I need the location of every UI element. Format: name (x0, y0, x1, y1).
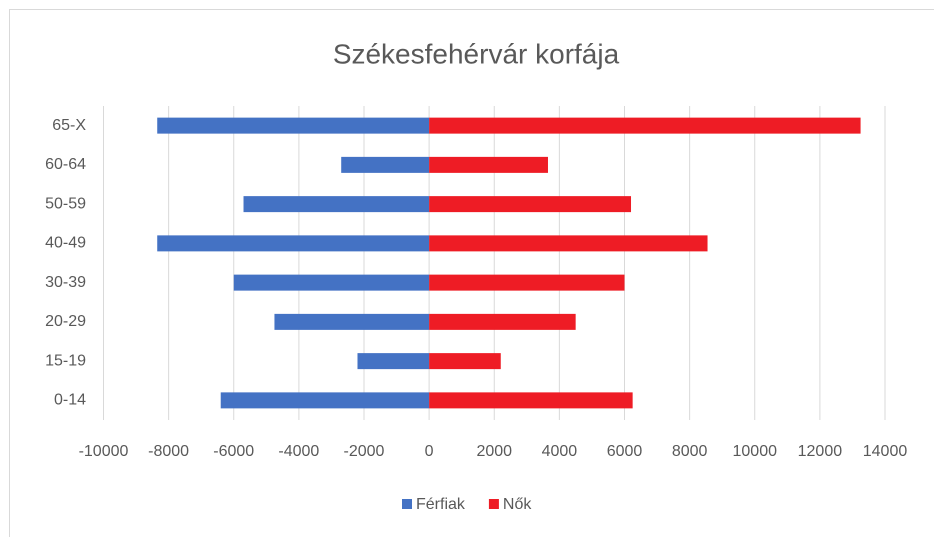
x-tick-label: -4000 (278, 443, 319, 460)
x-tick-label: -2000 (344, 443, 385, 460)
x-tick-label: 14000 (863, 443, 908, 460)
y-tick-label: 65-X (52, 117, 86, 134)
bar (429, 353, 501, 370)
bar (429, 313, 576, 330)
x-tick-label: 12000 (798, 443, 843, 460)
bar (357, 353, 430, 370)
bar (429, 274, 625, 291)
y-tick-label: 60-64 (45, 156, 86, 173)
bar (429, 156, 548, 173)
chart-title: Székesfehérvár korfája (333, 38, 620, 69)
bar (274, 313, 430, 330)
bar (429, 196, 632, 213)
x-tick-label: -10000 (79, 443, 129, 460)
bar (220, 392, 430, 409)
x-tick-label: -8000 (148, 443, 189, 460)
y-tick-label: 40-49 (45, 235, 86, 252)
x-tick-label: -6000 (213, 443, 254, 460)
bar (341, 156, 430, 173)
bar (429, 117, 861, 134)
x-tick-label: 4000 (542, 443, 578, 460)
x-tick-label: 8000 (672, 443, 708, 460)
y-tick-label: 30-39 (45, 274, 86, 291)
bar (157, 117, 430, 134)
bar (233, 274, 430, 291)
y-tick-label: 50-59 (45, 195, 86, 212)
bar (429, 235, 708, 252)
y-tick-label: 20-29 (45, 313, 86, 330)
bar (157, 235, 430, 252)
x-tick-label: 6000 (607, 443, 643, 460)
chart-border (9, 9, 934, 537)
x-tick-label: 2000 (476, 443, 512, 460)
legend-label: Férfiak (416, 496, 466, 513)
y-tick-label: 0-14 (54, 392, 86, 409)
legend-label: Nők (503, 496, 532, 513)
x-tick-label: 10000 (733, 443, 778, 460)
y-tick-label: 15-19 (45, 352, 86, 369)
legend-swatch (402, 499, 412, 509)
bar (243, 196, 430, 213)
bar (429, 392, 633, 409)
legend-swatch (488, 499, 499, 509)
x-tick-label: 0 (425, 443, 434, 460)
